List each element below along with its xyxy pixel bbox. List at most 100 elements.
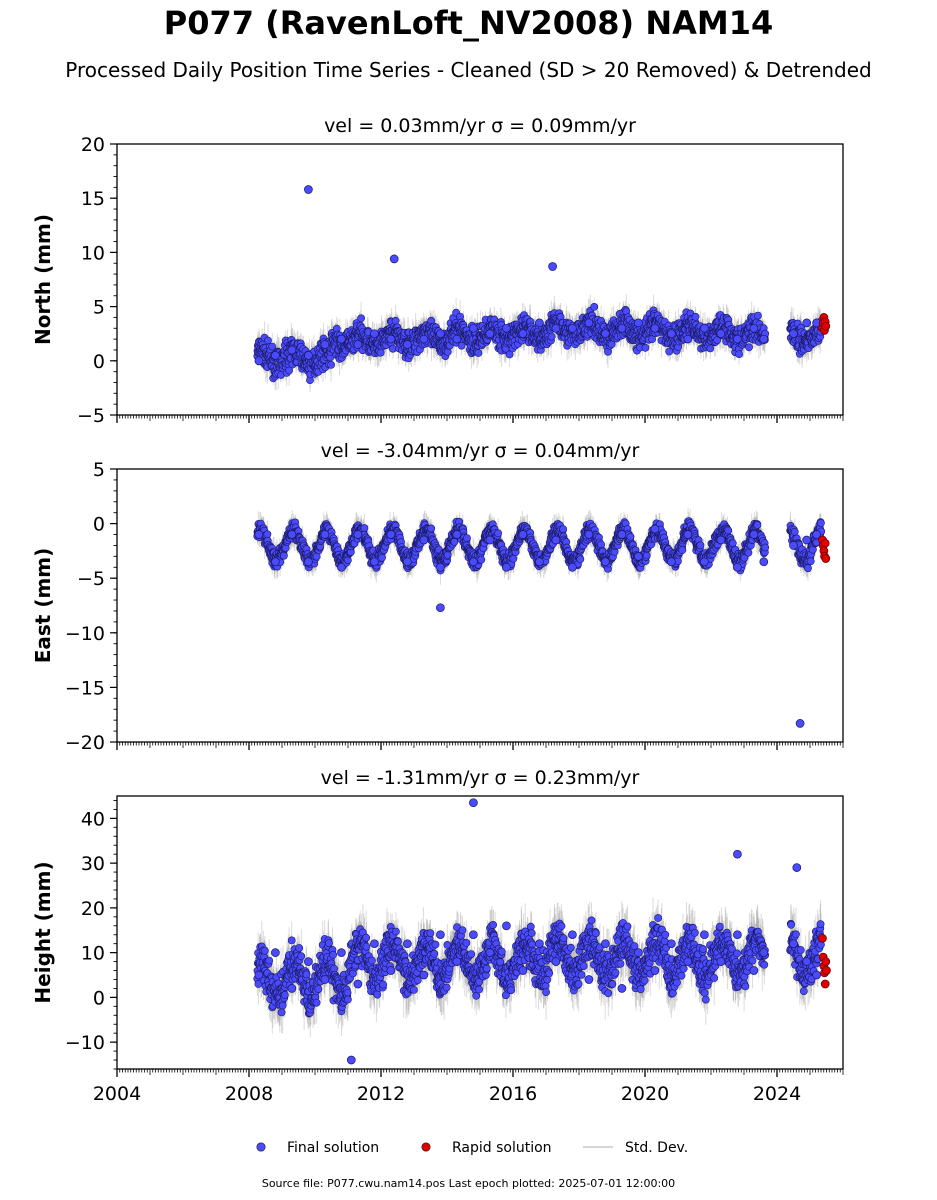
final-point	[551, 323, 561, 333]
final-point	[792, 863, 802, 872]
final-point	[287, 345, 297, 355]
final-point	[436, 329, 445, 339]
final-point	[469, 798, 478, 808]
final-point	[320, 530, 330, 539]
final-point	[584, 318, 594, 328]
page-subtitle: Processed Daily Position Time Series - C…	[65, 58, 872, 82]
final-point	[617, 530, 627, 539]
final-point	[337, 948, 346, 957]
final-point	[271, 557, 280, 567]
final-point	[389, 254, 399, 264]
final-point	[802, 535, 812, 545]
panel-data-2	[253, 798, 831, 1065]
final-point	[759, 557, 769, 567]
final-point	[795, 719, 805, 728]
y-tick-label: −20	[65, 732, 105, 754]
final-point	[802, 318, 812, 328]
final-point	[469, 930, 478, 940]
final-point	[304, 185, 313, 194]
final-point	[733, 334, 742, 344]
y-axis-label: East (mm)	[31, 548, 55, 664]
final-point	[551, 535, 561, 545]
final-point	[386, 530, 396, 539]
final-point	[568, 562, 577, 572]
final-point	[337, 562, 346, 572]
y-tick-label: 0	[93, 351, 105, 373]
final-point	[287, 530, 297, 539]
y-tick-label: 10	[81, 943, 105, 965]
final-point	[518, 329, 528, 339]
rapid-series-1	[818, 535, 831, 563]
final-point	[568, 323, 577, 333]
y-tick-label: 20	[81, 898, 105, 920]
final-point	[419, 535, 429, 545]
rapid-point	[822, 966, 831, 975]
final-point	[370, 939, 379, 949]
final-point	[568, 930, 577, 940]
panel-0: 20 15 10 5 0 −5 vel = 0.03mm/yr σ = 0.09mm/yr N…	[31, 115, 844, 427]
final-point	[634, 552, 643, 561]
legend-item-2: Std. Dev.	[583, 1140, 688, 1156]
y-tick-label: −10	[65, 623, 105, 645]
final-point	[386, 966, 396, 975]
panel-data-1	[253, 507, 831, 728]
final-point	[436, 930, 445, 940]
final-point	[601, 939, 610, 949]
legend: Final solution Rapid solution Std. Dev.	[256, 1140, 688, 1156]
final-point	[320, 975, 330, 984]
final-point	[304, 351, 313, 360]
final-point	[403, 340, 412, 349]
legend-item-1: Rapid solution	[421, 1140, 552, 1156]
final-point	[485, 329, 495, 339]
y-axis-label: North (mm)	[31, 214, 55, 345]
final-point	[802, 957, 812, 966]
final-point	[370, 329, 379, 339]
final-point	[485, 535, 495, 545]
final-point	[716, 535, 726, 545]
final-point	[667, 939, 676, 949]
final-point	[353, 340, 363, 349]
final-point	[749, 530, 759, 539]
final-point	[254, 970, 264, 980]
final-point	[812, 530, 821, 539]
final-point	[419, 970, 429, 980]
y-tick-label: −5	[77, 405, 105, 427]
panel-2: 40 30 20 10 0 −10 2004 2008 2012 2016 2020 2024 vel …	[31, 767, 844, 1105]
final-point	[337, 334, 346, 344]
final-point	[502, 921, 511, 931]
final-point	[271, 948, 280, 957]
rapid-point	[821, 554, 831, 563]
plot-frame	[116, 143, 844, 416]
panel-data-0	[253, 185, 831, 393]
final-point	[733, 930, 742, 940]
x-tick-label: 2004	[93, 1083, 141, 1105]
final-series-0	[254, 185, 821, 366]
y-tick-label: 40	[81, 808, 105, 830]
legend-label: Rapid solution	[452, 1140, 552, 1156]
y-tick-label: 0	[93, 987, 105, 1009]
y-axis-label: Height (mm)	[31, 861, 55, 1003]
final-point	[518, 966, 528, 975]
x-tick-label: 2016	[489, 1083, 537, 1105]
final-point	[601, 557, 610, 567]
rapid-point	[821, 957, 831, 966]
final-point	[535, 557, 544, 567]
panel-title: vel = -1.31mm/yr σ = 0.23mm/yr	[321, 767, 640, 789]
final-point	[667, 329, 676, 339]
final-point	[287, 984, 297, 993]
y-tick-label: 10	[81, 242, 105, 264]
final-point	[502, 562, 511, 572]
final-point	[683, 530, 693, 539]
final-point	[617, 984, 627, 993]
legend-item-0: Final solution	[256, 1140, 379, 1156]
final-series-1	[254, 524, 821, 728]
final-point	[789, 939, 798, 949]
final-point	[716, 329, 726, 339]
final-point	[254, 356, 264, 366]
legend-marker	[421, 1142, 431, 1152]
final-point	[759, 334, 769, 344]
final-point	[436, 562, 445, 572]
final-point	[584, 530, 594, 539]
final-point	[469, 323, 478, 333]
